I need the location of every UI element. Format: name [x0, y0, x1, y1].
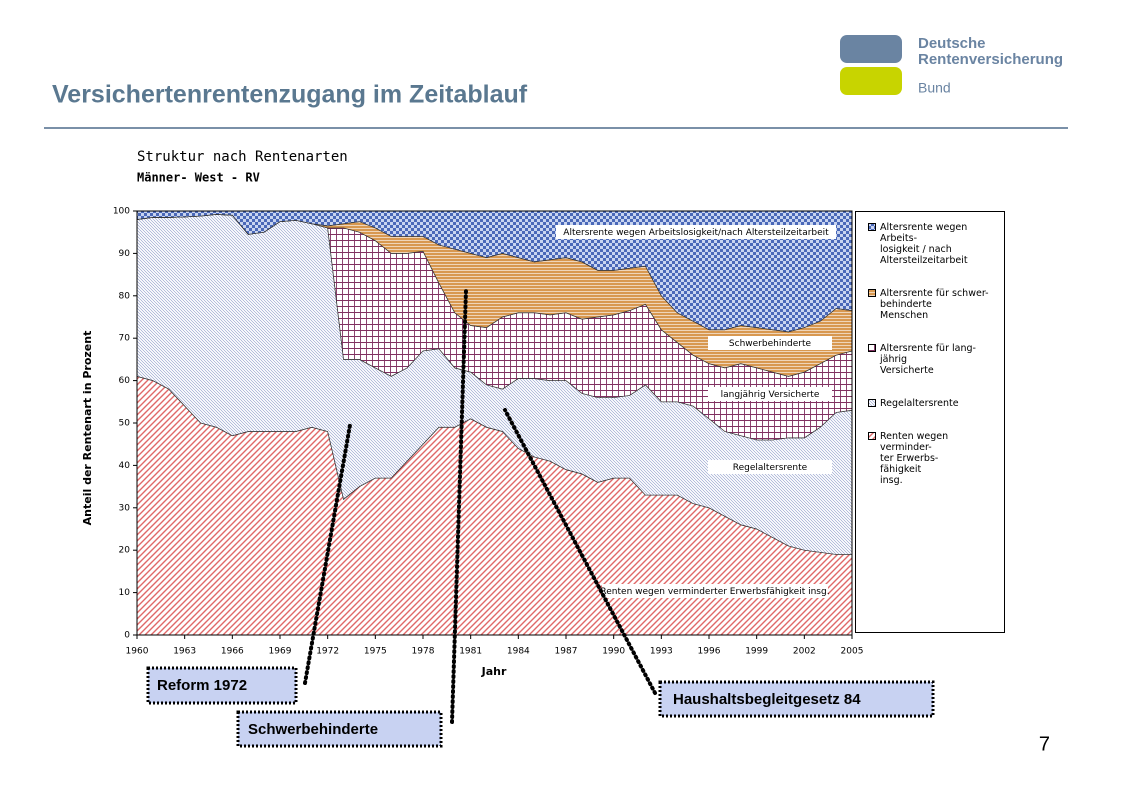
x-tick-label: 1999	[745, 647, 768, 657]
annotation-box	[708, 460, 832, 474]
y-tick-label: 10	[119, 588, 131, 598]
callout-text: Reform 1972	[157, 677, 247, 694]
y-tick-label: 80	[119, 291, 131, 301]
logo-text: Deutsche	[918, 35, 986, 52]
annotation: langjährig Versicherte	[721, 390, 820, 400]
logo-text: Bund	[918, 80, 951, 96]
legend-swatch	[868, 289, 876, 297]
legend-swatch	[868, 223, 876, 231]
callout-box	[236, 710, 443, 748]
x-tick-label: 1963	[173, 647, 196, 657]
annotation-box	[708, 336, 832, 350]
annotation: Schwerbehinderte	[729, 339, 812, 349]
legend-label: Altersrente wegen Arbeits- losigkeit / n…	[880, 222, 968, 266]
legend-item: Altersrente für lang- jährig Versicherte	[860, 343, 1000, 376]
annotation: Renten wegen verminderter Erwerbsfähigke…	[600, 587, 829, 597]
legend-swatch	[868, 344, 876, 352]
y-tick-label: 100	[113, 207, 130, 217]
legend-swatch	[868, 399, 876, 407]
logo-block	[840, 35, 902, 63]
callout-box	[146, 666, 298, 705]
x-tick-label: 1960	[126, 647, 149, 657]
annotation: Altersrente wegen Arbeitslosigkeit/nach …	[563, 228, 829, 238]
x-tick-label: 1975	[364, 647, 387, 657]
y-tick-label: 60	[119, 376, 131, 386]
swatch	[868, 399, 876, 407]
x-tick-label: 1993	[650, 647, 673, 657]
y-tick-label: 90	[119, 249, 131, 259]
legend-label: Altersrente für lang- jährig Versicherte	[880, 343, 976, 376]
legend-swatch	[868, 432, 876, 440]
callout-text: Schwerbehinderte	[248, 721, 378, 738]
swatch	[868, 289, 876, 297]
x-tick-label: 1987	[555, 647, 578, 657]
x-tick-label: 1984	[507, 647, 530, 657]
x-tick-label: 1978	[412, 647, 435, 657]
x-tick-label: 2002	[793, 647, 816, 657]
callout-line	[303, 423, 352, 685]
annotation-box	[556, 225, 836, 239]
swatch	[868, 432, 876, 440]
legend-item: Altersrente für schwer- behinderte Mensc…	[860, 288, 1000, 321]
callout-line	[503, 408, 657, 695]
y-tick-label: 30	[119, 503, 131, 513]
y-tick-label: 40	[119, 461, 131, 471]
x-tick-label: 1966	[221, 647, 244, 657]
annotation-box	[602, 584, 828, 598]
legend-item: Renten wegen verminder- ter Erwerbs- fäh…	[860, 431, 1000, 486]
x-axis-label: Jahr	[481, 665, 507, 678]
swatch	[868, 344, 876, 352]
logo-text: Rentenversicherung	[918, 51, 1063, 68]
legend-label: Regelaltersrente	[880, 398, 959, 409]
chart-subtitle: Männer- West - RV	[137, 171, 260, 185]
callout-text: Haushaltsbegleitgesetz 84	[673, 691, 861, 708]
annotation: Regelaltersrente	[733, 463, 808, 473]
y-axis-label: Anteil der Rentenart in Prozent	[81, 331, 94, 526]
page-number: 7	[1039, 733, 1050, 755]
x-tick-label: 1996	[698, 647, 721, 657]
slide-title: Versichertenrentenzugang im Zeitablauf	[52, 81, 528, 109]
logo-block	[840, 67, 902, 95]
legend-label: Renten wegen verminder- ter Erwerbs- fäh…	[880, 431, 949, 486]
y-tick-label: 70	[119, 334, 131, 344]
annotation-box	[708, 387, 832, 401]
legend-item: Regelaltersrente	[860, 398, 1000, 409]
x-tick-label: 2005	[841, 647, 864, 657]
x-tick-label: 1990	[602, 647, 625, 657]
legend: Altersrente wegen Arbeits- losigkeit / n…	[855, 211, 1005, 633]
legend-label: Altersrente für schwer- behinderte Mensc…	[880, 288, 989, 321]
y-tick-label: 20	[119, 546, 131, 556]
y-tick-label: 50	[119, 419, 131, 429]
swatch	[868, 223, 876, 231]
x-tick-label: 1972	[316, 647, 339, 657]
legend-item: Altersrente wegen Arbeits- losigkeit / n…	[860, 222, 1000, 266]
callout-line	[450, 288, 468, 724]
plot: 0 10 20 30 40 50 60 70 80 90 100 1960 1963 1966 1969 19…	[113, 207, 864, 657]
x-tick-label: 1969	[269, 647, 292, 657]
y-tick-label: 0	[124, 631, 130, 641]
callouts	[303, 288, 657, 724]
x-tick-label: 1981	[459, 647, 482, 657]
chart-title: Struktur nach Rentenarten	[137, 149, 348, 165]
callout-box	[658, 680, 935, 718]
